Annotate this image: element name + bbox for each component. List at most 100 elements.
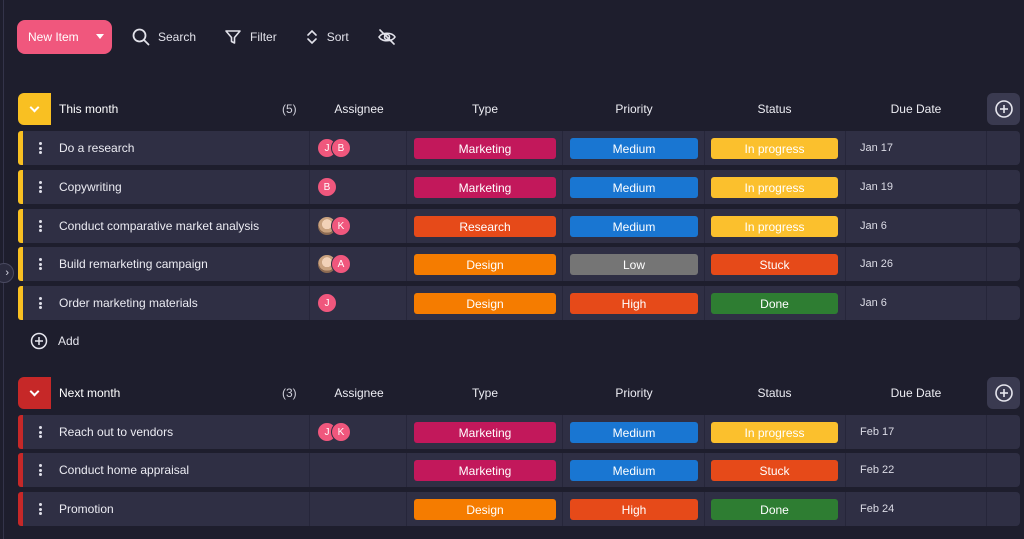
chevron-down-icon xyxy=(29,102,40,113)
table-row[interactable]: Copywriting B Marketing Medium In progress Ja… xyxy=(18,170,1020,204)
task-name[interactable]: Do a research xyxy=(59,141,135,155)
add-item-button[interactable]: Add xyxy=(30,332,79,350)
column-header-due-date[interactable]: Due Date xyxy=(890,102,942,116)
priority-tag[interactable]: Medium xyxy=(570,138,698,159)
avatar[interactable]: A xyxy=(331,254,351,274)
group-collapse-toggle[interactable] xyxy=(18,377,51,409)
column-header-priority[interactable]: Priority xyxy=(615,386,653,400)
column-header-status[interactable]: Status xyxy=(757,386,792,400)
due-date[interactable]: Jan 17 xyxy=(860,142,894,154)
cell-divider xyxy=(562,247,563,281)
caret-down-icon[interactable] xyxy=(96,34,104,39)
assignee-cell[interactable]: J xyxy=(317,293,337,313)
priority-tag[interactable]: Medium xyxy=(570,460,698,481)
kebab-menu-icon[interactable] xyxy=(39,220,42,232)
priority-tag[interactable]: Medium xyxy=(570,177,698,198)
cell-divider xyxy=(309,170,310,204)
column-header-assignee[interactable]: Assignee xyxy=(334,102,384,116)
column-header-type[interactable]: Type xyxy=(471,102,498,116)
avatar[interactable]: K xyxy=(331,216,351,236)
table-row[interactable]: Build remarketing campaign A Design Low Stuc… xyxy=(18,247,1020,281)
status-tag[interactable]: Done xyxy=(711,293,838,314)
group-color-bar xyxy=(18,170,23,204)
table-row[interactable]: Order marketing materials J Design High Done… xyxy=(18,286,1020,320)
table-row[interactable]: Reach out to vendors J K Marketing Medium In … xyxy=(18,415,1020,449)
cell-divider xyxy=(986,492,987,526)
cell-divider xyxy=(562,131,563,165)
task-name[interactable]: Reach out to vendors xyxy=(59,425,174,439)
task-name[interactable]: Order marketing materials xyxy=(59,296,198,310)
avatar[interactable]: K xyxy=(331,422,351,442)
table-row[interactable]: Promotion Design High Done Feb 24 xyxy=(18,492,1020,526)
due-date[interactable]: Jan 6 xyxy=(860,297,887,309)
status-tag[interactable]: In progress xyxy=(711,216,838,237)
table-row[interactable]: Conduct home appraisal Marketing Medium Stu… xyxy=(18,453,1020,487)
group-collapse-toggle[interactable] xyxy=(18,93,51,125)
sort-button[interactable]: Sort xyxy=(305,28,349,46)
type-tag[interactable]: Marketing xyxy=(414,138,556,159)
cell-divider xyxy=(406,492,407,526)
kebab-menu-icon[interactable] xyxy=(39,258,42,270)
priority-tag[interactable]: Medium xyxy=(570,422,698,443)
task-name[interactable]: Copywriting xyxy=(59,180,122,194)
kebab-menu-icon[interactable] xyxy=(39,142,42,154)
column-header-type[interactable]: Type xyxy=(471,386,498,400)
assignee-cell[interactable]: B xyxy=(317,177,337,197)
sidebar-expand-handle[interactable]: › xyxy=(0,263,14,283)
due-date[interactable]: Jan 6 xyxy=(860,220,887,232)
new-item-button[interactable]: New Item xyxy=(17,20,112,54)
kebab-menu-icon[interactable] xyxy=(39,181,42,193)
task-name[interactable]: Build remarketing campaign xyxy=(59,257,208,271)
task-name[interactable]: Conduct home appraisal xyxy=(59,463,190,477)
type-tag[interactable]: Marketing xyxy=(414,177,556,198)
filter-button[interactable]: Filter xyxy=(224,28,277,46)
table-row[interactable]: Conduct comparative market analysis K Rese… xyxy=(18,209,1020,243)
cell-divider xyxy=(406,131,407,165)
cell-divider xyxy=(986,247,987,281)
type-tag[interactable]: Marketing xyxy=(414,460,556,481)
kebab-menu-icon[interactable] xyxy=(39,464,42,476)
assignee-cell[interactable]: A xyxy=(317,254,351,274)
priority-tag[interactable]: High xyxy=(570,293,698,314)
due-date[interactable]: Jan 26 xyxy=(860,258,894,270)
priority-tag[interactable]: Low xyxy=(570,254,698,275)
type-tag[interactable]: Design xyxy=(414,293,556,314)
priority-tag[interactable]: High xyxy=(570,499,698,520)
task-name[interactable]: Conduct comparative market analysis xyxy=(59,219,260,233)
kebab-menu-icon[interactable] xyxy=(39,426,42,438)
status-tag[interactable]: Done xyxy=(711,499,838,520)
status-tag[interactable]: In progress xyxy=(711,422,838,443)
add-column-button[interactable] xyxy=(987,93,1020,125)
type-tag[interactable]: Research xyxy=(414,216,556,237)
hide-fields-button[interactable] xyxy=(377,28,405,46)
avatar[interactable]: B xyxy=(331,138,351,158)
due-date[interactable]: Jan 19 xyxy=(860,181,894,193)
type-tag[interactable]: Design xyxy=(414,254,556,275)
table-row[interactable]: Do a research J B Marketing Medium In progres… xyxy=(18,131,1020,165)
status-tag[interactable]: Stuck xyxy=(711,254,838,275)
priority-tag[interactable]: Medium xyxy=(570,216,698,237)
type-tag[interactable]: Marketing xyxy=(414,422,556,443)
kebab-menu-icon[interactable] xyxy=(39,297,42,309)
type-tag[interactable]: Design xyxy=(414,499,556,520)
avatar[interactable]: B xyxy=(317,177,337,197)
assignee-cell[interactable]: K xyxy=(317,216,351,236)
column-header-assignee[interactable]: Assignee xyxy=(334,386,384,400)
status-tag[interactable]: In progress xyxy=(711,177,838,198)
due-date[interactable]: Feb 17 xyxy=(860,426,895,438)
status-tag[interactable]: Stuck xyxy=(711,460,838,481)
search-button[interactable]: Search xyxy=(132,28,196,46)
column-header-status[interactable]: Status xyxy=(757,102,792,116)
due-date[interactable]: Feb 22 xyxy=(860,464,895,476)
avatar[interactable]: J xyxy=(317,293,337,313)
task-name[interactable]: Promotion xyxy=(59,502,114,516)
column-header-priority[interactable]: Priority xyxy=(615,102,653,116)
due-date[interactable]: Feb 24 xyxy=(860,503,895,515)
column-header-due-date[interactable]: Due Date xyxy=(890,386,942,400)
status-tag[interactable]: In progress xyxy=(711,138,838,159)
cell-divider xyxy=(704,492,705,526)
kebab-menu-icon[interactable] xyxy=(39,503,42,515)
add-column-button[interactable] xyxy=(987,377,1020,409)
